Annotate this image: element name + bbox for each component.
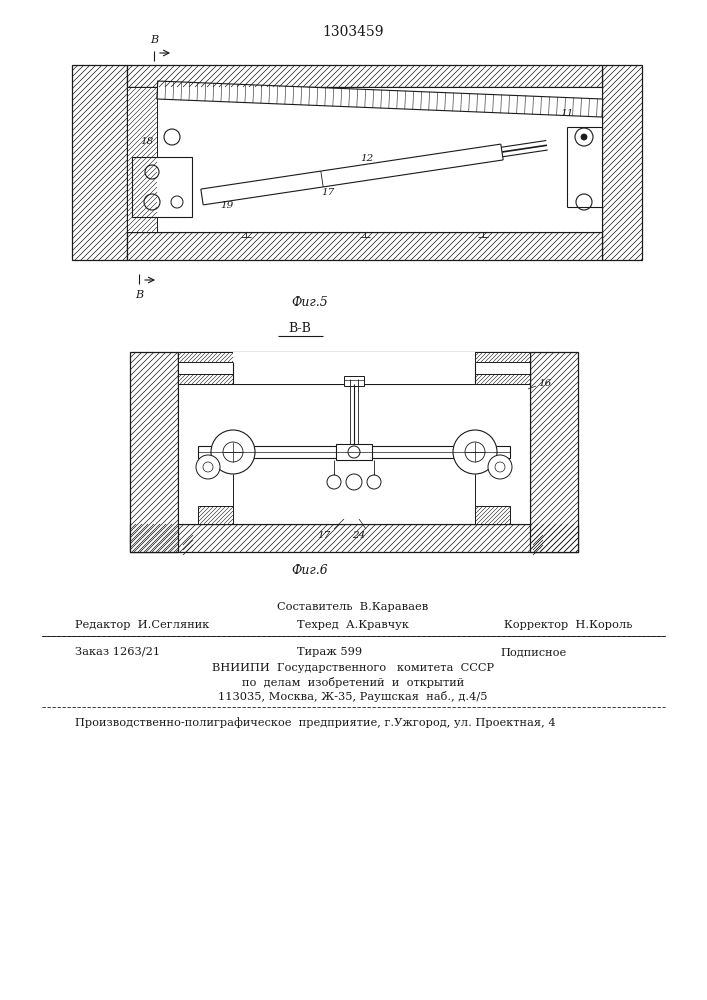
- Circle shape: [203, 462, 213, 472]
- Text: 19: 19: [221, 200, 233, 210]
- Text: 16: 16: [538, 379, 551, 388]
- Circle shape: [144, 194, 160, 210]
- Bar: [178, 352, 530, 384]
- Circle shape: [223, 442, 243, 462]
- Text: Фиг.6: Фиг.6: [291, 564, 328, 576]
- Text: Редактор  И.Сегляник: Редактор И.Сегляник: [75, 620, 209, 630]
- Bar: [475, 352, 530, 362]
- Text: 17: 17: [317, 532, 331, 540]
- Circle shape: [576, 194, 592, 210]
- Circle shape: [348, 446, 360, 458]
- Text: ВНИИПИ  Государственного   комитета  СССР: ВНИИПИ Государственного комитета СССР: [212, 663, 494, 673]
- Text: B-B: B-B: [288, 322, 312, 334]
- Text: 12: 12: [361, 154, 373, 163]
- Circle shape: [367, 475, 381, 489]
- Bar: [475, 506, 510, 524]
- Bar: [130, 352, 178, 552]
- Text: 18: 18: [141, 137, 153, 146]
- Circle shape: [453, 430, 497, 474]
- Bar: [198, 446, 510, 458]
- Circle shape: [465, 442, 485, 462]
- Circle shape: [196, 455, 220, 479]
- Circle shape: [575, 128, 593, 146]
- Text: Подписное: Подписное: [500, 647, 566, 657]
- Circle shape: [488, 455, 512, 479]
- Bar: [178, 374, 233, 384]
- Bar: [178, 352, 233, 362]
- Bar: [178, 352, 530, 524]
- Bar: [72, 65, 127, 260]
- Text: Фиг.5: Фиг.5: [291, 296, 328, 308]
- Text: Корректор  Н.Король: Корректор Н.Король: [503, 620, 632, 630]
- Circle shape: [171, 196, 183, 208]
- Bar: [127, 65, 602, 87]
- Text: Техред  А.Кравчук: Техред А.Кравчук: [297, 620, 409, 630]
- Text: по  делам  изобретений  и  открытий: по делам изобретений и открытий: [242, 676, 464, 688]
- Text: B: B: [135, 290, 143, 300]
- Bar: [127, 87, 602, 232]
- Bar: [344, 376, 364, 386]
- Circle shape: [145, 165, 159, 179]
- Text: Составитель  В.Караваев: Составитель В.Караваев: [277, 602, 428, 612]
- Circle shape: [581, 134, 587, 140]
- Text: 24: 24: [352, 532, 366, 540]
- Text: 11: 11: [561, 109, 573, 118]
- Text: Тираж 599: Тираж 599: [297, 647, 362, 657]
- Bar: [530, 352, 578, 552]
- Text: 1303459: 1303459: [322, 25, 384, 39]
- Circle shape: [346, 474, 362, 490]
- Circle shape: [211, 430, 255, 474]
- Text: Заказ 1263/21: Заказ 1263/21: [75, 647, 160, 657]
- Bar: [602, 65, 642, 260]
- Circle shape: [327, 475, 341, 489]
- Text: B: B: [150, 35, 158, 45]
- Bar: [233, 352, 475, 384]
- Bar: [132, 157, 192, 217]
- Text: 17: 17: [322, 188, 334, 197]
- Bar: [475, 374, 530, 384]
- Bar: [336, 444, 372, 460]
- Bar: [127, 232, 602, 260]
- Circle shape: [164, 129, 180, 145]
- Bar: [130, 524, 578, 552]
- Circle shape: [495, 462, 505, 472]
- Text: 113035, Москва, Ж-35, Раушская  наб., д.4/5: 113035, Москва, Ж-35, Раушская наб., д.4…: [218, 690, 488, 702]
- Text: Производственно-полиграфическое  предприятие, г.Ужгород, ул. Проектная, 4: Производственно-полиграфическое предприя…: [75, 718, 556, 728]
- Polygon shape: [157, 81, 603, 117]
- Bar: [198, 506, 233, 524]
- Bar: [127, 87, 157, 232]
